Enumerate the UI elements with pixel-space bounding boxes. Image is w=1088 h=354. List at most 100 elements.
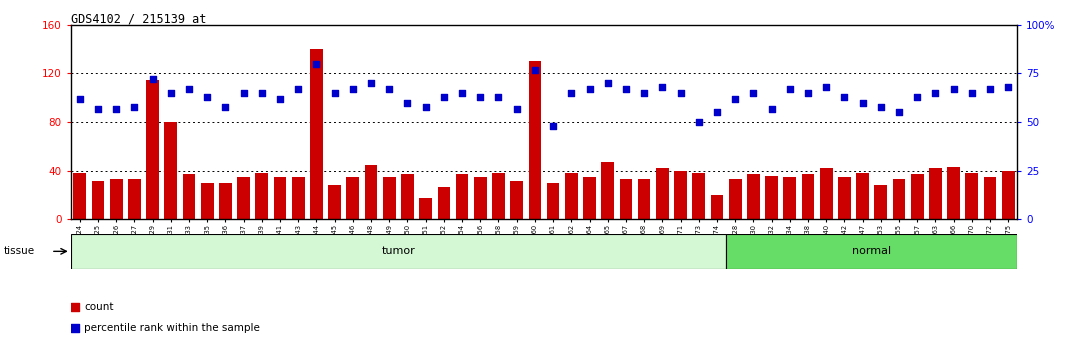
Point — [508, 105, 526, 111]
Bar — [747, 175, 759, 219]
Point — [65, 304, 83, 309]
Point — [65, 326, 83, 331]
Point — [289, 86, 307, 92]
Point — [562, 90, 580, 96]
Bar — [456, 175, 469, 219]
Point — [544, 123, 561, 129]
Bar — [1002, 171, 1014, 219]
Bar — [274, 177, 286, 219]
Bar — [401, 175, 413, 219]
Bar — [783, 177, 796, 219]
Bar — [892, 179, 905, 219]
Bar — [710, 195, 724, 219]
Bar — [619, 179, 632, 219]
Bar — [91, 181, 104, 219]
Bar — [510, 181, 523, 219]
Text: percentile rank within the sample: percentile rank within the sample — [84, 323, 260, 333]
Point — [727, 96, 744, 102]
Bar — [583, 177, 596, 219]
Bar — [364, 165, 378, 219]
Text: GDS4102 / 215139_at: GDS4102 / 215139_at — [71, 12, 206, 25]
Bar — [875, 185, 887, 219]
Text: count: count — [84, 302, 113, 312]
Bar — [71, 234, 726, 269]
Bar — [692, 173, 705, 219]
Point — [873, 104, 890, 109]
Text: normal: normal — [852, 246, 891, 256]
Bar — [237, 177, 250, 219]
Point — [963, 90, 980, 96]
Bar — [838, 177, 851, 219]
Point — [944, 86, 962, 92]
Point — [181, 86, 198, 92]
Bar — [565, 173, 578, 219]
Bar — [74, 173, 86, 219]
Point — [671, 90, 689, 96]
Point — [326, 90, 344, 96]
Point — [399, 100, 417, 105]
Point — [890, 110, 907, 115]
Point — [981, 86, 999, 92]
Point — [763, 105, 780, 111]
Point — [599, 80, 617, 86]
Bar — [638, 179, 651, 219]
Point — [581, 86, 598, 92]
Point — [235, 90, 252, 96]
Bar — [802, 175, 814, 219]
Bar — [164, 122, 177, 219]
Bar — [675, 171, 687, 219]
Point — [744, 90, 762, 96]
Text: tissue: tissue — [3, 246, 35, 256]
Point — [836, 94, 853, 99]
Bar — [292, 177, 305, 219]
Bar — [383, 177, 396, 219]
Bar — [128, 179, 140, 219]
Point — [708, 110, 726, 115]
Point — [927, 90, 944, 96]
Point — [854, 100, 871, 105]
Bar — [726, 234, 1017, 269]
Point — [617, 86, 634, 92]
Bar — [529, 61, 541, 219]
Text: tumor: tumor — [382, 246, 416, 256]
Bar — [765, 176, 778, 219]
Bar — [965, 173, 978, 219]
Bar — [819, 169, 832, 219]
Point — [308, 61, 325, 67]
Point — [435, 94, 453, 99]
Bar — [856, 173, 869, 219]
Bar — [310, 49, 323, 219]
Bar — [219, 183, 232, 219]
Point — [144, 76, 161, 82]
Point — [217, 104, 234, 109]
Bar — [110, 179, 123, 219]
Point — [690, 119, 707, 125]
Point — [908, 94, 926, 99]
Point — [527, 67, 544, 72]
Point — [1000, 84, 1017, 90]
Bar — [201, 183, 213, 219]
Point — [162, 90, 180, 96]
Point — [108, 105, 125, 111]
Bar — [256, 173, 269, 219]
Bar — [984, 177, 997, 219]
Point — [817, 84, 834, 90]
Point — [271, 96, 288, 102]
Bar — [547, 183, 559, 219]
Bar — [419, 198, 432, 219]
Point — [417, 104, 434, 109]
Point — [490, 94, 507, 99]
Point — [381, 86, 398, 92]
Bar — [329, 185, 341, 219]
Bar — [929, 169, 942, 219]
Point — [344, 86, 361, 92]
Point — [454, 90, 471, 96]
Bar — [492, 173, 505, 219]
Point — [71, 96, 88, 102]
Point — [471, 94, 489, 99]
Bar — [146, 80, 159, 219]
Point — [126, 104, 144, 109]
Point — [362, 80, 380, 86]
Point — [635, 90, 653, 96]
Bar — [948, 167, 960, 219]
